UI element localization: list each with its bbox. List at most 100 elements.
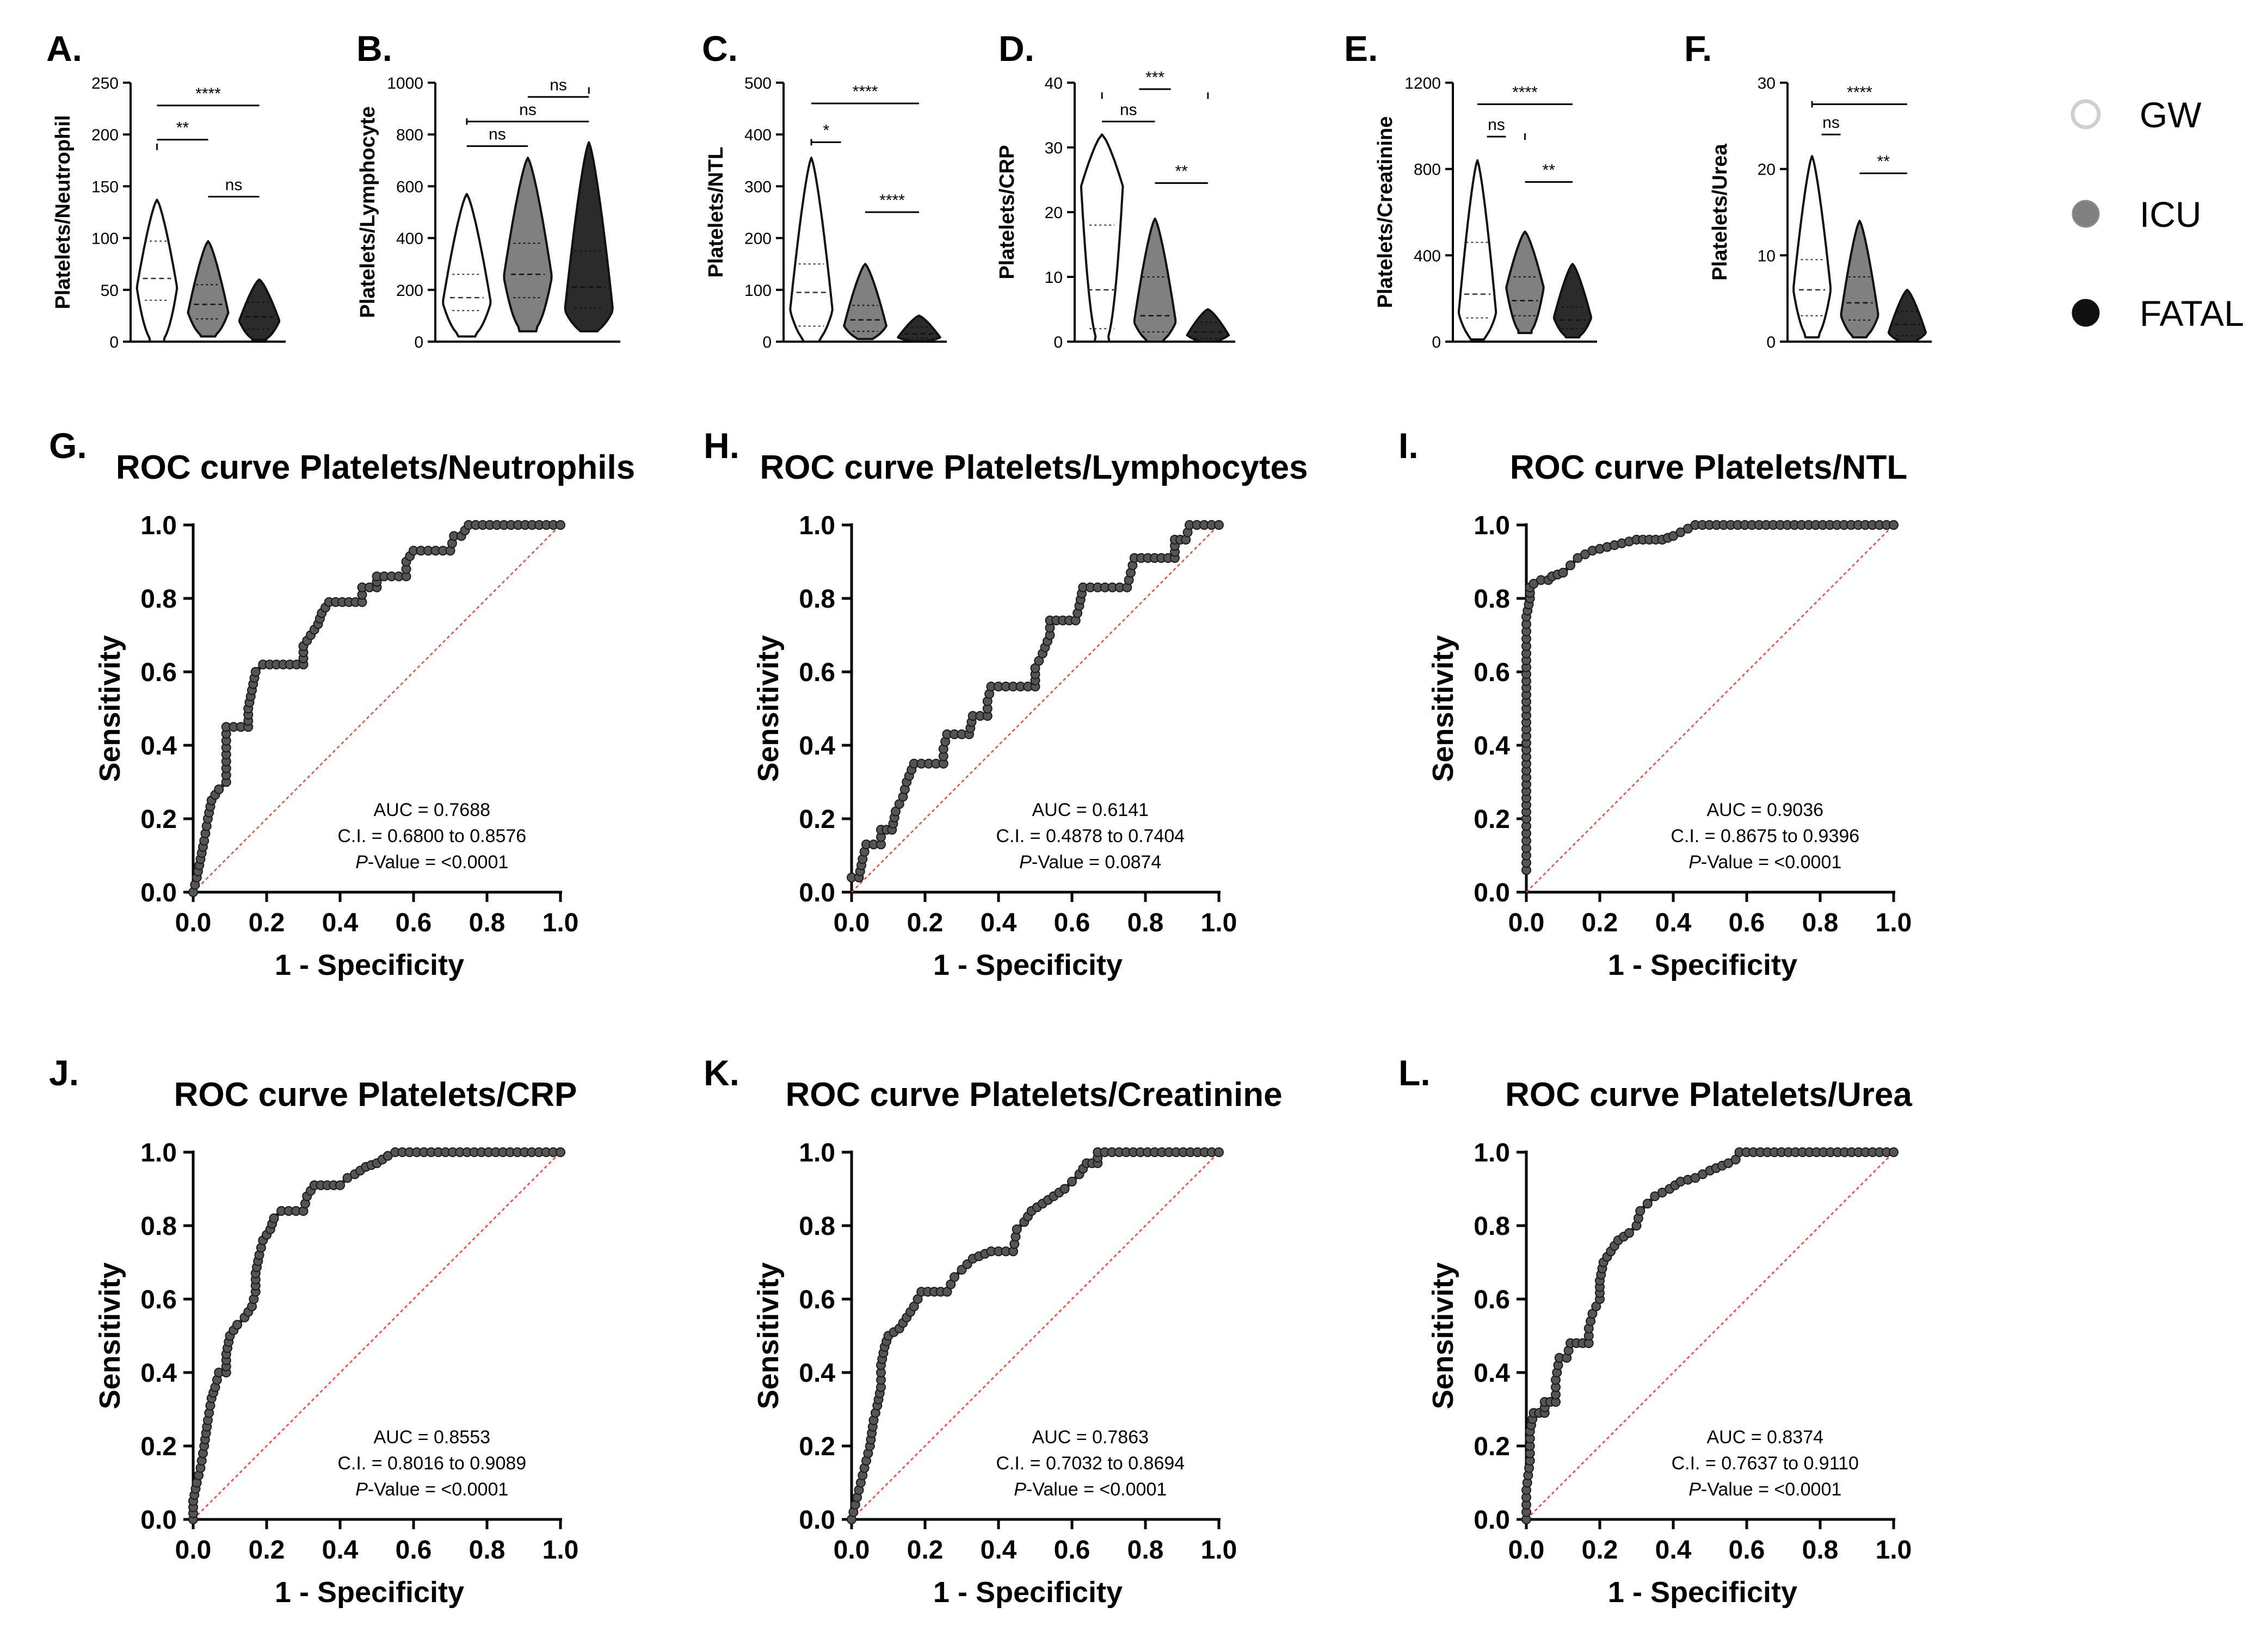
- y-tick-label: 0.4: [799, 732, 835, 761]
- y-tick-label: 0.2: [140, 805, 177, 834]
- violin-fatal: [1552, 263, 1592, 339]
- violin-fatal: [1186, 308, 1230, 343]
- violin-fatal: [1887, 288, 1927, 343]
- reference-line: [1526, 1152, 1894, 1520]
- y-tick-label: 800: [1414, 161, 1441, 179]
- legend-marker-gw: [2070, 99, 2101, 129]
- roc-point: [1214, 1147, 1224, 1157]
- x-tick-label: 0.8: [469, 908, 506, 937]
- y-tick-label: 0: [1432, 333, 1441, 351]
- roc-point: [556, 1147, 565, 1157]
- x-tick-label: 0.0: [175, 908, 212, 937]
- p-value: P-Value = <0.0001: [1688, 1479, 1841, 1500]
- violin-gw: [1457, 159, 1497, 341]
- p-value: P-Value = <0.0001: [1688, 852, 1841, 873]
- significance-label: **: [176, 119, 189, 137]
- significance-label: ****: [1847, 84, 1872, 102]
- legend-label-fatal: FATAL: [2140, 293, 2244, 333]
- y-tick-label: 500: [744, 75, 772, 92]
- chart-title: ROC curve Platelets/Lymphocytes: [760, 449, 1308, 486]
- x-tick-label: 0.4: [322, 908, 359, 937]
- y-tick-label: 20: [1758, 161, 1776, 179]
- p-value: P-Value = <0.0001: [355, 852, 508, 873]
- y-tick-label: 40: [1045, 75, 1063, 92]
- chart-title: ROC curve Platelets/Neutrophils: [116, 449, 635, 486]
- y-tick-label: 1.0: [140, 1139, 177, 1167]
- x-tick-label: 0.2: [249, 1536, 285, 1565]
- roc-point: [269, 1213, 279, 1223]
- y-tick-label: 100: [91, 230, 119, 248]
- legend-label-gw: GW: [2140, 95, 2202, 135]
- y-tick-label: 0.0: [799, 879, 835, 907]
- y-tick-label: 200: [744, 230, 772, 248]
- p-value-text: -Value = <0.0001: [1701, 852, 1841, 873]
- violin-gw: [1080, 133, 1124, 343]
- x-tick-label: 0.2: [1582, 908, 1618, 937]
- chart-title: ROC curve Platelets/CRP: [174, 1076, 577, 1114]
- y-tick-label: 10: [1045, 269, 1063, 287]
- x-tick-label: 0.4: [1655, 1536, 1692, 1565]
- roc-panel-g: G. ROC curve Platelets/Neutrophils 0.00.0 0…: [49, 425, 635, 981]
- y-tick-label: 0.6: [799, 658, 835, 687]
- panel-label: C.: [702, 28, 738, 69]
- significance-label: *: [823, 121, 829, 139]
- y-tick-label: 0.4: [140, 1359, 177, 1388]
- panel-label: K.: [704, 1053, 739, 1093]
- significance-label: ****: [853, 83, 878, 101]
- x-tick-label: 0.6: [1054, 1536, 1090, 1565]
- y-tick-label: 30: [1758, 75, 1776, 92]
- y-tick-label: 0.0: [799, 1506, 835, 1535]
- violin-fatal: [897, 314, 941, 342]
- roc-point: [950, 1272, 959, 1282]
- x-tick-label: 0.2: [249, 908, 285, 937]
- chart-title: ROC curve Platelets/Urea: [1505, 1076, 1912, 1114]
- y-axis-label: Sensitivity: [1427, 1262, 1459, 1409]
- x-axis-label: 1 - Specificity: [1608, 949, 1797, 981]
- violin-icu: [1505, 230, 1545, 335]
- violin-fatal: [564, 141, 614, 332]
- y-tick-label: 30: [1045, 139, 1063, 157]
- p-value: P-Value = 0.0874: [1019, 852, 1161, 873]
- y-tick-label: 0.2: [1474, 1432, 1510, 1461]
- legend-marker-fatal: [2072, 299, 2100, 327]
- y-tick-label: 0.8: [140, 1212, 177, 1241]
- roc-point: [335, 1180, 345, 1190]
- p-value-text: -Value = <0.0001: [1701, 1479, 1841, 1500]
- x-tick-label: 0.2: [907, 1536, 944, 1565]
- confidence-interval: C.I. = 0.7637 to 0.9110: [1672, 1453, 1859, 1474]
- y-tick-label: 200: [396, 282, 423, 300]
- violin-panel-b: B. 0 200 400 600 800 1000 Platelets/Lymphocyte n…: [356, 28, 620, 351]
- panel-label: A.: [46, 28, 82, 69]
- y-tick-label: 400: [744, 126, 772, 144]
- x-tick-label: 0.0: [1508, 1536, 1545, 1565]
- auc-value: AUC = 0.7688: [373, 800, 490, 820]
- x-tick-label: 0.4: [322, 1536, 359, 1565]
- y-tick-label: 0: [414, 333, 423, 351]
- roc-point: [1558, 567, 1568, 578]
- violin-panel-e: E.04008001200Platelets/Creatinine******n…: [1344, 28, 1597, 351]
- y-axis-label: Platelets/Lymphocyte: [356, 106, 379, 318]
- y-tick-label: 1.0: [799, 511, 835, 540]
- p-value-prefix: P: [1688, 1479, 1701, 1500]
- y-tick-label: 20: [1045, 204, 1063, 222]
- roc-point: [250, 667, 261, 677]
- violin-gw: [135, 199, 178, 343]
- confidence-interval: C.I. = 0.4878 to 0.7404: [996, 826, 1185, 846]
- y-tick-label: 0.2: [799, 805, 835, 834]
- roc-panel-k: K. ROC curve Platelets/Creatinine 0.00.0 0.…: [704, 1053, 1283, 1609]
- x-axis-label: 1 - Specificity: [1608, 1576, 1797, 1609]
- y-tick-label: 0.4: [1474, 732, 1510, 761]
- y-tick-label: 0.0: [1474, 1506, 1510, 1535]
- y-tick-label: 300: [744, 178, 772, 196]
- y-tick-label: 10: [1758, 247, 1776, 265]
- y-axis-label: Platelets/CRP: [996, 145, 1019, 279]
- p-value-prefix: P: [355, 1479, 368, 1500]
- auc-value: AUC = 0.7863: [1032, 1427, 1149, 1448]
- panel-label: I.: [1398, 425, 1419, 466]
- y-tick-label: 0.8: [1474, 1212, 1510, 1241]
- roc-point: [1012, 1224, 1022, 1234]
- p-value-text: -Value = <0.0001: [368, 1479, 508, 1500]
- significance-label: ns: [550, 76, 567, 94]
- x-tick-label: 0.8: [469, 1536, 506, 1565]
